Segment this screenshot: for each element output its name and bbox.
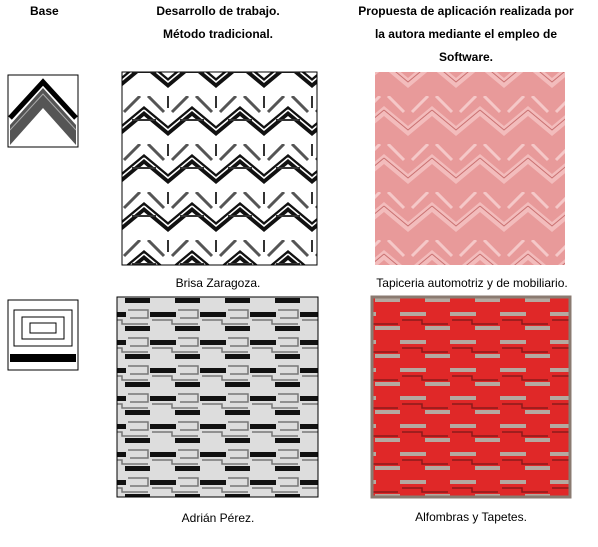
header-base: Base: [30, 4, 59, 18]
base-image: [7, 299, 79, 371]
header-software: la autora mediante el empleo de: [375, 27, 557, 41]
header-software: Propuesta de aplicación realizada por: [358, 4, 574, 18]
caption: Tapiceria automotriz y de mobiliario.: [376, 276, 567, 290]
header-traditional: Desarrollo de trabajo.: [156, 4, 279, 18]
caption: Brisa Zaragoza.: [176, 276, 261, 290]
header-software: Software.: [439, 50, 493, 64]
traditional-image: [116, 296, 319, 498]
software-image: [370, 295, 572, 499]
header-traditional: Método tradicional.: [163, 27, 273, 41]
caption: Alfombras y Tapetes.: [415, 510, 527, 524]
base-image: [7, 74, 79, 148]
traditional-image: [121, 71, 318, 266]
software-image: [375, 72, 565, 265]
caption: Adrián Pérez.: [182, 511, 255, 525]
